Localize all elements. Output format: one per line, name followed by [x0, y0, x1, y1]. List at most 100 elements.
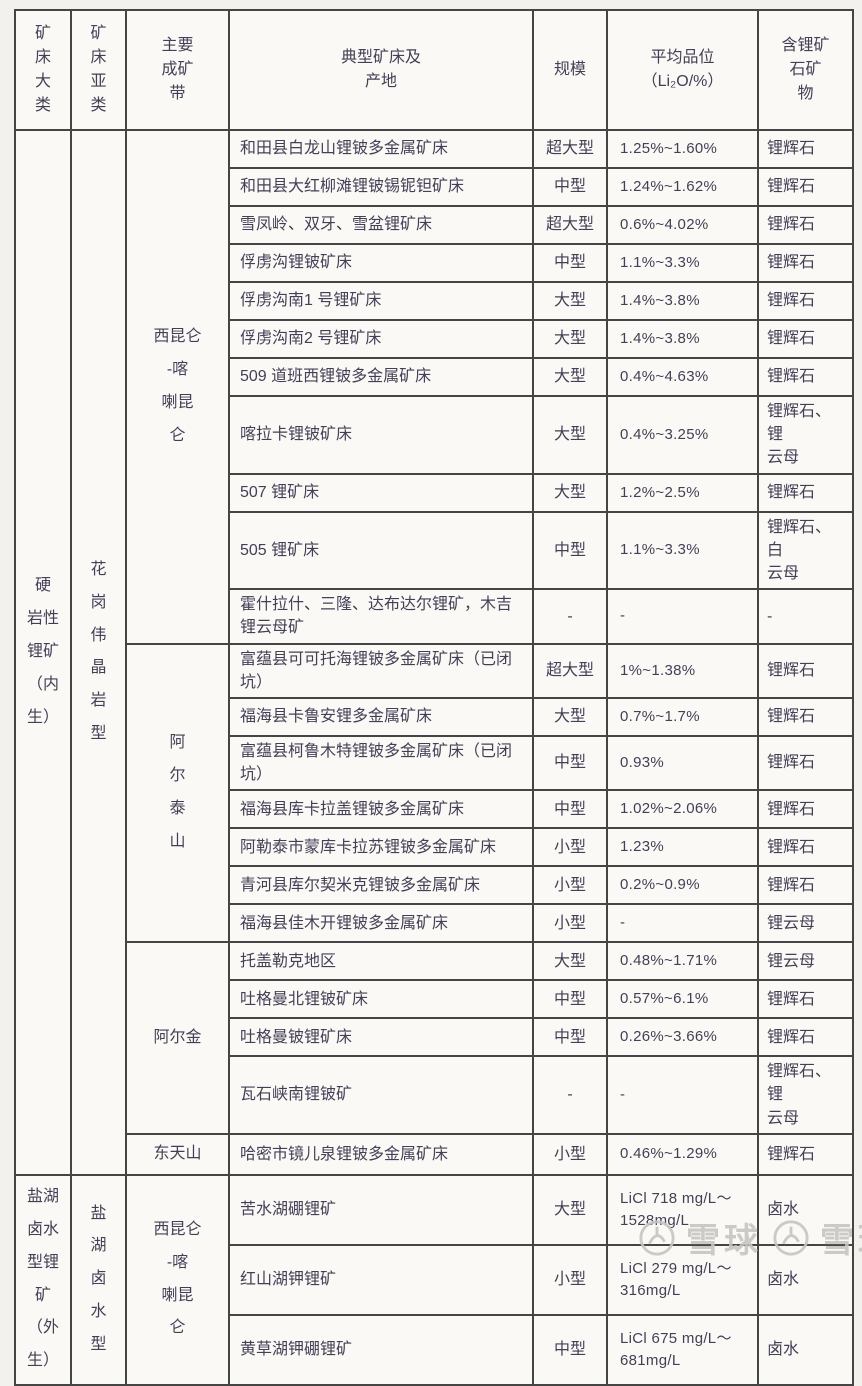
- scale-cell: 大型: [532, 395, 608, 475]
- mineral-cell: 锂辉石: [757, 129, 854, 169]
- table-row: 雪凤岭、双牙、雪盆锂矿床 超大型 0.6%~4.02% 锂辉石: [15, 205, 854, 245]
- belt-cell: 西昆仑 -喀 喇昆 仑: [125, 129, 230, 645]
- header-cell-1: 矿 床 亚 类: [70, 9, 127, 131]
- scale-cell: 大型: [532, 1173, 608, 1246]
- table-row: 509 道班西锂铍多金属矿床 大型 0.4%~4.63% 锂辉石: [15, 357, 854, 397]
- table-row: 俘虏沟锂铍矿床 中型 1.1%~3.3% 锂辉石: [15, 243, 854, 283]
- belt-cell: 阿尔金: [125, 941, 230, 1135]
- scale-cell: 大型: [532, 941, 608, 982]
- category-cell: 盐湖 卤水 型锂 矿（外 生）: [14, 1173, 72, 1386]
- mineral-cell: 锂辉石、锂 云母: [757, 395, 854, 475]
- scale-cell: 大型: [532, 357, 608, 397]
- grade-cell: 1.1%~3.3%: [606, 243, 759, 283]
- table-row: 福海县卡鲁安锂多金属矿床 大型 0.7%~1.7% 锂辉石: [15, 696, 854, 737]
- mineral-cell: 锂辉石: [757, 696, 854, 737]
- grade-cell: -: [606, 903, 759, 944]
- mineral-cell: 锂辉石: [757, 1132, 854, 1176]
- subcategory-cell: 花 岗 伟 晶 岩 型: [70, 129, 127, 1176]
- grade-cell: 1.4%~3.8%: [606, 281, 759, 321]
- deposit-cell: 吐格曼北锂铍矿床: [228, 979, 534, 1020]
- table-header: 矿 床 大 类矿 床 亚 类主要 成矿 带典型矿床及 产地 规模 平均品位（Li₂O…: [14, 9, 854, 131]
- scale-cell: -: [532, 1055, 608, 1135]
- mineral-cell: 锂辉石、锂 云母: [757, 1055, 854, 1135]
- mineral-cell: 锂辉石: [757, 167, 854, 207]
- grade-cell: LiCl 718 mg/L～ 1528mg/L: [606, 1173, 759, 1246]
- scale-cell: 超大型: [532, 129, 608, 169]
- grade-cell: LiCl 675 mg/L～ 681mg/L: [606, 1313, 759, 1386]
- grade-cell: 1%~1.38%: [606, 642, 759, 699]
- table-row: 505 锂矿床 中型 1.1%~3.3% 锂辉石、白 云母: [15, 510, 854, 591]
- mineral-cell: 锂辉石: [757, 642, 854, 699]
- deposit-cell: 俘虏沟锂铍矿床: [228, 243, 534, 283]
- deposit-cell: 青河县库尔契米克锂铍多金属矿床: [228, 865, 534, 906]
- header-cell-0: 矿 床 大 类: [14, 9, 72, 131]
- table-row: 盐湖 卤水 型锂 矿（外 生）盐 湖 卤 水 型西昆仑 -喀 喇昆 仑苦水湖硼锂…: [14, 1173, 854, 1386]
- scale-cell: 大型: [532, 696, 608, 737]
- grade-cell: 1.24%~1.62%: [606, 167, 759, 207]
- scale-cell: 中型: [532, 789, 608, 830]
- grade-cell: -: [606, 588, 759, 645]
- grade-cell: 1.1%~3.3%: [606, 510, 759, 591]
- grade-cell: 0.4%~3.25%: [606, 395, 759, 475]
- deposit-cell: 505 锂矿床: [228, 510, 534, 591]
- grade-cell: 0.2%~0.9%: [606, 865, 759, 906]
- mineral-cell: 卤水: [757, 1173, 854, 1246]
- mineral-cell: 锂辉石: [757, 827, 854, 868]
- grade-cell: 1.4%~3.8%: [606, 319, 759, 359]
- grade-cell: LiCl 279 mg/L～ 316mg/L: [606, 1243, 759, 1316]
- deposit-cell: 福海县库卡拉盖锂铍多金属矿床: [228, 789, 534, 830]
- grade-cell: -: [606, 1055, 759, 1135]
- belt-cell: 东天山: [125, 1132, 230, 1176]
- scale-cell: 小型: [532, 1132, 608, 1176]
- grade-cell: 0.46%~1.29%: [606, 1132, 759, 1176]
- scale-cell: -: [532, 588, 608, 645]
- scale-cell: 大型: [532, 281, 608, 321]
- mineral-cell: 锂云母: [757, 941, 854, 982]
- table-row: 阿尔金 托盖勒克地区 大型 0.48%~1.71% 锂云母: [15, 941, 854, 1135]
- scale-cell: 中型: [532, 1017, 608, 1058]
- mineral-cell: 锂辉石: [757, 205, 854, 245]
- table-row: 阿 尔 泰 山富蕴县可可托海锂铍多金属矿床（已闭坑） 超大型 1%~1.38% 锂辉石: [15, 642, 854, 944]
- grade-cell: 1.02%~2.06%: [606, 789, 759, 830]
- deposit-cell: 红山湖钾锂矿: [228, 1243, 534, 1316]
- deposit-cell: 富蕴县柯鲁木特锂铍多金属矿床（已闭坑）: [228, 734, 534, 792]
- grade-cell: 0.4%~4.63%: [606, 357, 759, 397]
- mineral-cell: 锂辉石: [757, 979, 854, 1020]
- deposit-cell: 瓦石峡南锂铍矿: [228, 1055, 534, 1135]
- grade-cell: 0.57%~6.1%: [606, 979, 759, 1020]
- deposit-cell: 福海县卡鲁安锂多金属矿床: [228, 696, 534, 737]
- grade-cell: 0.26%~3.66%: [606, 1017, 759, 1058]
- mineral-cell: 锂辉石: [757, 865, 854, 906]
- deposit-cell: 俘虏沟南2 号锂矿床: [228, 319, 534, 359]
- scale-cell: 大型: [532, 319, 608, 359]
- scale-cell: 中型: [532, 1313, 608, 1386]
- grade-cell: 0.7%~1.7%: [606, 696, 759, 737]
- table-body: 硬 岩性 锂矿 （内 生）花 岗 伟 晶 岩 型西昆仑 -喀 喇昆 仑和田县白龙…: [14, 129, 854, 1386]
- deposit-cell: 富蕴县可可托海锂铍多金属矿床（已闭坑）: [228, 642, 534, 699]
- table-row: 东天山 哈密市镜儿泉锂铍多金属矿床 小型 0.46%~1.29% 锂辉石: [15, 1132, 854, 1176]
- scale-cell: 中型: [532, 243, 608, 283]
- mineral-cell: 锂辉石: [757, 1017, 854, 1058]
- scale-cell: 中型: [532, 979, 608, 1020]
- mineral-cell: 锂辉石: [757, 734, 854, 792]
- mineral-cell: 锂辉石: [757, 789, 854, 830]
- table-row: 富蕴县柯鲁木特锂铍多金属矿床（已闭坑） 中型 0.93% 锂辉石: [15, 734, 854, 792]
- table-row: 福海县佳木开锂铍多金属矿床 小型 - 锂云母: [15, 903, 854, 944]
- lithium-deposit-table-wrap: 矿 床 大 类矿 床 亚 类主要 成矿 带典型矿床及 产地 规模 平均品位（Li₂O…: [14, 9, 854, 1386]
- scale-cell: 小型: [532, 827, 608, 868]
- deposit-cell: 霍什拉什、三隆、达布达尔锂矿，木吉锂云母矿: [228, 588, 534, 645]
- mineral-cell: 锂辉石、白 云母: [757, 510, 854, 591]
- table-row: 507 锂矿床 大型 1.2%~2.5% 锂辉石: [15, 472, 854, 513]
- deposit-cell: 哈密市镜儿泉锂铍多金属矿床: [228, 1132, 534, 1176]
- category-cell: 硬 岩性 锂矿 （内 生）: [14, 129, 72, 1176]
- deposit-cell: 阿勒泰市蒙库卡拉苏锂铍多金属矿床: [228, 827, 534, 868]
- table-row: 霍什拉什、三隆、达布达尔锂矿，木吉锂云母矿 - - -: [15, 588, 854, 645]
- deposit-cell: 和田县白龙山锂铍多金属矿床: [228, 129, 534, 169]
- grade-cell: 1.25%~1.60%: [606, 129, 759, 169]
- scale-cell: 小型: [532, 1243, 608, 1316]
- scale-cell: 小型: [532, 865, 608, 906]
- mineral-cell: 锂辉石: [757, 357, 854, 397]
- header-cell-4: 规模: [532, 9, 608, 131]
- grade-cell: 0.6%~4.02%: [606, 205, 759, 245]
- deposit-cell: 507 锂矿床: [228, 472, 534, 513]
